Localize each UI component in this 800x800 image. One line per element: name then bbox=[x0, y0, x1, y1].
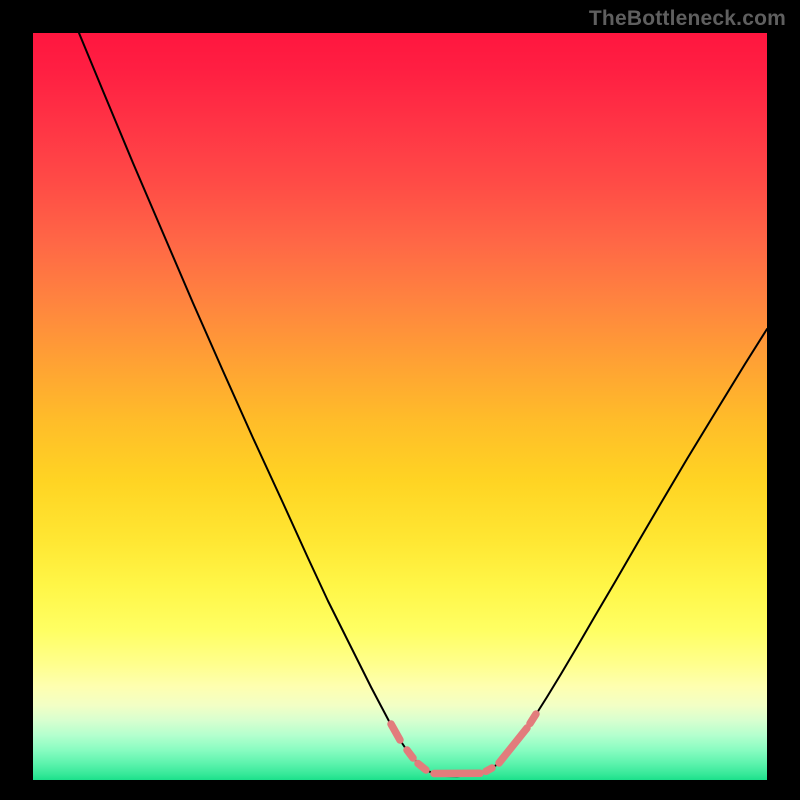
v-curve bbox=[79, 33, 767, 776]
marker-segment bbox=[499, 728, 527, 763]
marker-segment bbox=[418, 764, 426, 771]
plot-area bbox=[33, 33, 767, 780]
marker-segment bbox=[530, 714, 536, 724]
marker-segment bbox=[391, 724, 400, 740]
curve-layer bbox=[33, 33, 767, 780]
marker-group bbox=[391, 714, 536, 774]
marker-segment bbox=[486, 768, 492, 771]
marker-segment bbox=[407, 750, 413, 758]
watermark-text: TheBottleneck.com bbox=[589, 7, 786, 31]
